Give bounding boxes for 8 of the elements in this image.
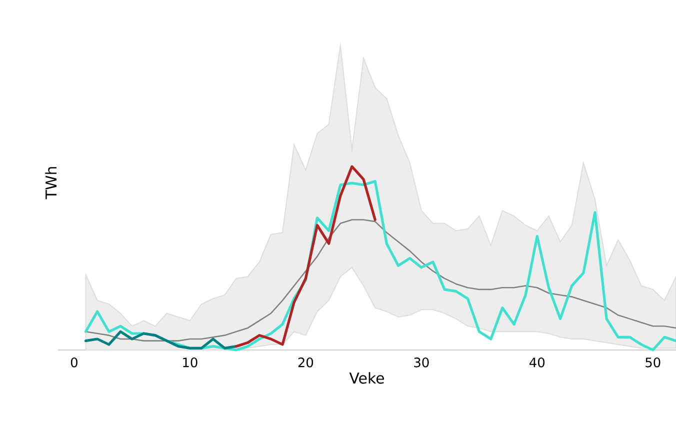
- x-tick-label: 30: [414, 358, 429, 368]
- x-tick-label: 20: [298, 358, 314, 368]
- x-tick-label: 50: [646, 358, 660, 368]
- y-axis-title: TWh: [45, 167, 56, 200]
- x-tick-label: 0: [70, 358, 78, 368]
- x-axis-title: Veke: [349, 372, 384, 384]
- x-tick-label: 10: [183, 358, 198, 368]
- x-tick-label: 40: [530, 358, 545, 368]
